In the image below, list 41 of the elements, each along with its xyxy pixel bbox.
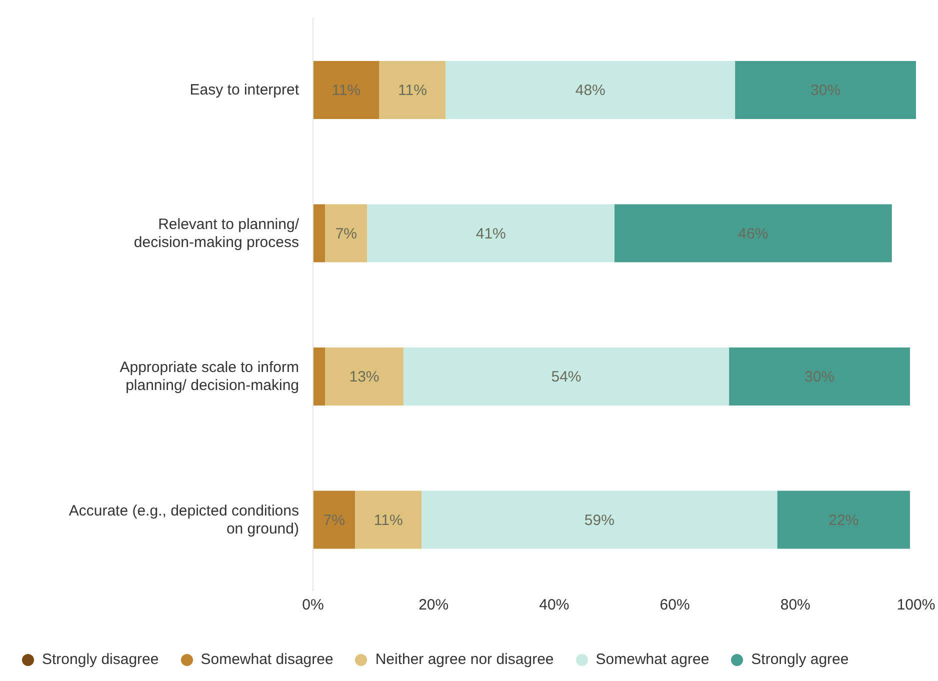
bar: [446, 61, 736, 119]
bar: [367, 204, 614, 262]
data-label: 54%: [551, 368, 582, 386]
data-label: 13%: [349, 368, 380, 386]
data-label: 11%: [332, 82, 361, 99]
bar: [313, 348, 326, 406]
bar: [325, 204, 368, 262]
bar: [614, 204, 892, 262]
legend-label: Strongly agree: [750, 651, 849, 668]
bar: [313, 490, 356, 549]
legend-label: Strongly disagree: [41, 651, 159, 668]
data-label: 11%: [398, 82, 427, 99]
data-label: 59%: [584, 512, 614, 529]
data-label: 7%: [323, 512, 345, 529]
data-label: 48%: [575, 82, 606, 99]
x-tick-label: 60%: [660, 596, 690, 614]
x-tick-label: 80%: [780, 596, 810, 614]
bar: [422, 490, 778, 549]
x-tick-label: 0%: [302, 596, 324, 614]
bar: [355, 490, 422, 549]
bar: [379, 61, 446, 119]
bar: [313, 61, 380, 119]
legend-label: Neither agree nor disagree: [374, 651, 554, 668]
y-tick-label: Appropriate scale to inform planning/ decision-making: [120, 359, 299, 394]
bar: [729, 348, 910, 406]
y-tick-label: Easy to interpret: [190, 82, 300, 99]
data-label: 7%: [335, 225, 358, 242]
data-label: 11%: [374, 512, 403, 529]
x-tick-label: 20%: [418, 596, 449, 614]
legend-label: Somewhat disagree: [200, 651, 334, 668]
x-tick-label: 100%: [896, 596, 936, 614]
bar: [403, 348, 730, 406]
x-tick-label: 40%: [539, 596, 570, 614]
legend-label: Somewhat agree: [594, 651, 710, 668]
bar: [325, 348, 404, 406]
data-label: 41%: [476, 225, 506, 242]
bar: [735, 61, 916, 119]
y-tick-label: Relevant to planning/ decision-making process: [134, 216, 300, 251]
y-tick-label: Accurate (e.g., depicted conditions on ground): [68, 502, 299, 538]
bar: [313, 204, 326, 262]
bar: [777, 490, 910, 549]
